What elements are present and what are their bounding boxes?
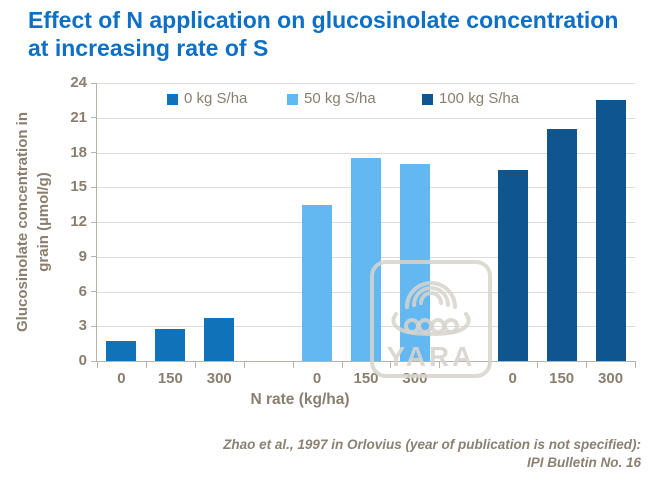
- y-tick-label: 3: [78, 317, 87, 335]
- citation-line1: Zhao et al., 1997 in Orlovius (year of p…: [223, 437, 641, 452]
- y-tick-label: 24: [70, 74, 87, 91]
- bar-100-kg-S-ha-N150: [546, 129, 577, 361]
- y-tick-mark: [91, 152, 97, 153]
- y-tick-mark: [91, 256, 97, 258]
- legend-swatch: [167, 93, 178, 105]
- legend-swatch: [287, 93, 298, 105]
- x-tick-mark: [488, 362, 490, 368]
- y-tick-mark: [91, 186, 97, 188]
- bar-0-kg-S-ha-N0: [106, 341, 137, 361]
- citation-line2: IPI Bulletin No. 16: [526, 455, 641, 470]
- legend-swatch: [422, 93, 433, 105]
- y-tick-label: 15: [70, 178, 87, 196]
- y-tick-mark: [91, 82, 97, 84]
- y-tick-label: 12: [70, 213, 87, 230]
- x-tick-mark: [586, 362, 588, 368]
- gridline: [97, 152, 635, 154]
- x-tick-label: 300: [402, 370, 428, 387]
- bar-100-kg-S-ha-N0: [497, 169, 528, 361]
- y-tick-mark: [91, 117, 97, 119]
- x-tick-mark: [97, 362, 98, 368]
- legend-item-50-kg-S-ha: 50 kg S/ha: [287, 90, 376, 107]
- legend-label: 100 kg S/ha: [439, 90, 520, 107]
- x-tick-mark: [194, 362, 196, 368]
- bar-50-kg-S-ha-N150: [351, 158, 381, 361]
- y-tick-label: 0: [78, 352, 87, 369]
- legend-item-100-kg-S-ha: 100 kg S/ha: [422, 90, 519, 107]
- legend-label: 0 kg S/ha: [184, 90, 248, 107]
- x-tick-mark: [341, 362, 343, 368]
- legend-label: 50 kg S/ha: [304, 90, 376, 107]
- x-tick-mark: [635, 362, 636, 368]
- y-tick-label: 9: [78, 247, 87, 265]
- gridline: [97, 83, 635, 84]
- bar-100-kg-S-ha-N300: [595, 100, 626, 361]
- citation: Zhao et al., 1997 in Orlovius (year of p…: [21, 436, 641, 472]
- watermark-border: [370, 260, 492, 378]
- legend: 0 kg S/ha 50 kg S/ha 100 kg S/ha: [97, 90, 635, 108]
- x-tick-mark: [145, 362, 147, 368]
- y-tick-label: 18: [70, 143, 87, 161]
- bar-50-kg-S-ha-N0: [302, 204, 333, 361]
- x-tick-label: 150: [549, 370, 575, 387]
- x-tick-mark: [439, 362, 441, 368]
- bar-50-kg-S-ha-N300: [399, 164, 430, 361]
- y-tick-mark: [91, 325, 97, 327]
- y-axis-line: [96, 83, 97, 362]
- gridline: [97, 117, 635, 119]
- x-tick-label: 300: [598, 370, 624, 387]
- x-axis-line: [96, 361, 636, 362]
- x-tick-mark: [243, 362, 245, 368]
- y-tick-label: 21: [70, 108, 87, 126]
- chart-title-line1: Effect of N application on glucosinolate…: [28, 7, 619, 33]
- y-axis-title-line1: Glucosinolate concentration in: [14, 111, 31, 333]
- x-tick-label: 150: [157, 370, 183, 387]
- x-tick-label: 0: [312, 370, 322, 387]
- legend-item-0-kg-S-ha: 0 kg S/ha: [167, 90, 247, 107]
- y-tick-label: 6: [78, 282, 87, 300]
- x-tick-label: 0: [117, 370, 126, 387]
- x-tick-label: 150: [353, 370, 379, 387]
- y-tick-mark: [91, 291, 97, 292]
- x-axis-title: N rate (kg/ha): [250, 391, 350, 408]
- y-tick-mark: [91, 360, 97, 362]
- bar-0-kg-S-ha-N150: [155, 328, 186, 361]
- chart-title: Effect of N application on glucosinolate…: [28, 6, 643, 62]
- y-tick-mark: [91, 221, 97, 223]
- chart-title-line2: at increasing rate of S: [28, 35, 269, 61]
- x-tick-mark: [537, 362, 539, 368]
- x-tick-label: 300: [206, 370, 232, 387]
- x-tick-label: 0: [508, 370, 517, 387]
- x-tick-mark: [292, 362, 294, 368]
- bar-0-kg-S-ha-N300: [204, 318, 235, 361]
- x-tick-mark: [390, 362, 392, 368]
